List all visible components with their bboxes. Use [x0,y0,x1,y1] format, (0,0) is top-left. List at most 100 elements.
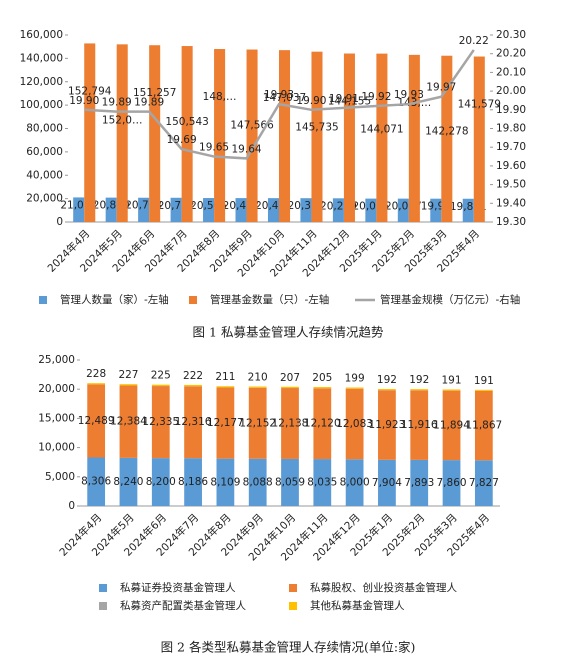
bar [73,197,85,222]
bar-segment [345,387,364,389]
bar-segment [410,459,429,506]
bar-segment [378,389,396,391]
data-label: 11,916 [401,419,438,431]
bar [203,198,215,222]
data-label: 222 [183,370,203,382]
y2-tick-label: 20.20 [496,48,526,60]
bar-segment [474,390,493,461]
bar [116,44,128,222]
bar-segment [184,384,202,387]
y-tick-label: 160,000 [20,29,63,41]
bar [149,45,161,222]
data-label: 228 [86,368,106,380]
legend-label: 私募资产配置类基金管理人 [120,599,246,612]
bar [235,198,247,222]
bar [441,55,453,223]
y-tick-label: 100,000 [20,99,63,111]
data-label: 148,… [203,91,237,103]
data-label: 210 [248,372,268,384]
legend-label: 其他私募基金管理人 [310,599,405,612]
bar [170,197,182,222]
y2-tick-label: 19.40 [496,197,526,209]
bar-segment [151,384,170,387]
bar-segment [248,387,267,459]
data-label: 11,894 [433,419,470,431]
bar [462,198,474,222]
bar-segment [281,458,299,506]
legend-swatch [39,296,47,304]
bar [343,53,355,222]
bar-segment [248,458,267,506]
bar [430,198,442,222]
data-label: 147,037 [263,92,306,104]
bar-segment [216,387,235,459]
y2-tick-label: 19.30 [496,216,526,228]
y-tick-label: 120,000 [20,76,63,88]
y-tick-label: 140,000 [20,52,63,64]
bar-segment [119,384,138,386]
data-label: 8,088 [243,476,273,488]
bar [376,53,388,222]
data-label: 19.91 [329,93,359,105]
data-label: 150,543 [165,116,208,128]
bar-segment [87,457,106,506]
legend-swatch [189,296,197,304]
bar-segment [378,390,396,460]
bar [279,50,291,222]
bar [408,54,420,223]
bar [267,198,279,222]
legend-label: 管理基金规模（万亿元）-右轴 [380,293,520,306]
bar-segment [248,386,267,388]
bar-segment [151,458,170,506]
data-label: 141,579 [458,99,501,111]
y-tick-label: 40,000 [26,169,63,181]
data-label: 12,152 [239,417,276,429]
bar-segment [87,383,106,385]
data-label: 12,316 [175,416,212,428]
data-label: 19.65 [199,142,229,154]
y-tick-label: 0 [56,216,63,228]
data-label: 12,138 [272,417,309,429]
data-label: 8,306 [81,476,111,488]
line [84,49,475,160]
data-label: 7,904 [372,477,402,489]
data-label: 205 [312,372,332,384]
legend-label: 管理基金数量（只）-左轴 [210,293,329,306]
bar-segment [474,460,493,506]
data-label: 152,794 [68,85,112,97]
bar [365,198,377,222]
data-label: 144,155 [328,96,371,108]
data-label: 8,186 [178,476,208,488]
y-tick-label: 20,000 [26,193,63,205]
y2-tick-label: 20.00 [496,85,526,97]
bar-segment [474,389,493,391]
data-label: 8,109 [210,476,240,488]
data-label: 8,000 [340,477,370,489]
data-label: 145,735 [295,122,338,134]
bar [214,49,226,223]
data-label: 19.93 [264,89,294,101]
data-label: 191 [442,374,462,386]
data-label: 19.93 [394,89,424,101]
y2-tick-label: 19.90 [496,104,526,116]
data-label: 19.64 [232,143,262,155]
data-label: 19.89 [102,97,132,109]
data-label: 144,071 [360,124,403,136]
data-label: 207 [280,372,300,384]
data-label: 7,893 [404,477,434,489]
bar-segment [184,458,202,506]
data-label: 19.89 [134,97,164,109]
bar [138,197,150,222]
y-tick-label: 60,000 [26,146,63,158]
data-label: 8,200 [146,476,176,488]
legend-label: 管理人数量（家）-左轴 [60,293,169,306]
data-label: 19.92 [361,91,391,103]
data-label: 19.97 [426,82,456,94]
bar-segment [87,384,106,458]
data-label: 227 [118,369,138,381]
bar-segment [313,388,332,460]
data-label: 192 [409,374,429,386]
bar [397,198,409,222]
bar-segment [313,387,332,389]
